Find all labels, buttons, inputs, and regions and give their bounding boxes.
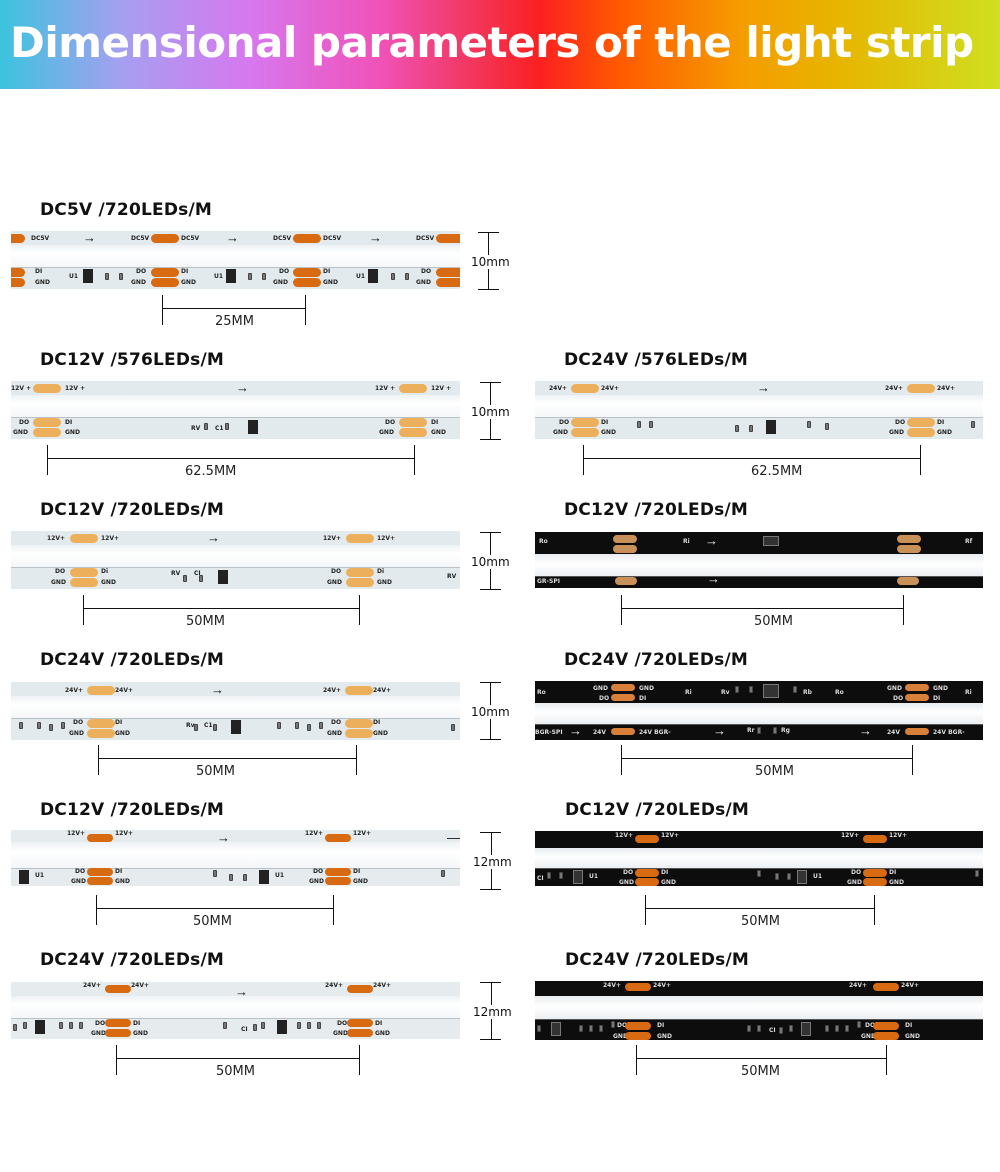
direction-arrow-icon: → bbox=[226, 231, 239, 245]
pitch-label: 50MM bbox=[754, 614, 793, 629]
direction-arrow-icon: → bbox=[705, 533, 718, 548]
width-label: 12mm bbox=[473, 855, 512, 869]
strip-diagram-dc5v-720: DC5V → DC5V DC5V → DC5V DC5V → DC5V DI G… bbox=[11, 231, 460, 289]
pitch-dimension-line bbox=[116, 1058, 359, 1059]
section-title-dc12v-576: DC12V /576LEDs/M bbox=[40, 350, 225, 370]
width-label: 10mm bbox=[471, 555, 510, 569]
pitch-dimension-line bbox=[621, 758, 912, 759]
strip-diagram-dc12v-720-black: Ro Ri → Rf GR-SPI → bbox=[535, 532, 983, 588]
section-title-dc24v-720: DC24V /720LEDs/M bbox=[40, 650, 225, 670]
width-label: 10mm bbox=[471, 405, 510, 419]
width-label: 12mm bbox=[473, 1005, 512, 1019]
direction-arrow-icon: → bbox=[217, 830, 230, 845]
direction-arrow-icon: → bbox=[707, 571, 720, 586]
direction-arrow-icon: → bbox=[235, 984, 248, 999]
section-title-dc24v-576: DC24V /576LEDs/M bbox=[564, 350, 749, 370]
pitch-dimension-line bbox=[83, 608, 359, 609]
pitch-label: 50MM bbox=[741, 1064, 780, 1079]
direction-arrow-icon: → bbox=[757, 381, 770, 395]
pitch-dimension-line bbox=[162, 308, 305, 309]
pitch-dimension-line bbox=[47, 458, 414, 459]
direction-arrow-icon: → bbox=[369, 231, 382, 245]
section-title-dc12v-720-black-12mm: DC12V /720LEDs/M bbox=[565, 800, 750, 820]
pitch-label: 50MM bbox=[216, 1064, 255, 1079]
pitch-label: 50MM bbox=[193, 914, 232, 929]
direction-arrow-icon: → bbox=[236, 381, 249, 395]
pitch-dimension-line bbox=[645, 908, 874, 909]
strip-diagram-dc24v-720-black: Ro GND GND DO DI Ri Rv Rb Ro GND GND DO … bbox=[535, 681, 983, 740]
strip-diagram-dc12v-576: 12V + 12V + → 12V + 12V + DO GND DI GND … bbox=[11, 381, 460, 439]
section-title-dc12v-720-12mm: DC12V /720LEDs/M bbox=[40, 800, 225, 820]
section-title-dc12v-720: DC12V /720LEDs/M bbox=[40, 500, 225, 520]
section-title-dc24v-720-black: DC24V /720LEDs/M bbox=[564, 650, 749, 670]
section-title-dc24v-720-12mm: DC24V /720LEDs/M bbox=[40, 950, 225, 970]
pitch-label: 50MM bbox=[186, 614, 225, 629]
section-title-dc24v-720-black-12mm: DC24V /720LEDs/M bbox=[565, 950, 750, 970]
strip-diagram-dc24v-720-white: 24V+ 24V+ → 24V+ 24V+ DO GND DI GND Rv C… bbox=[11, 682, 460, 740]
pitch-label: 62.5MM bbox=[185, 464, 237, 479]
direction-arrow-icon: → bbox=[207, 531, 220, 545]
pitch-label: 25MM bbox=[215, 314, 254, 329]
direction-arrow-icon: → bbox=[83, 231, 96, 245]
title-banner: Dimensional parameters of the light stri… bbox=[0, 0, 1000, 89]
pitch-label: 50MM bbox=[196, 764, 235, 779]
pitch-dimension-line bbox=[98, 758, 356, 759]
pitch-dimension-line bbox=[636, 1058, 886, 1059]
direction-arrow-icon: → bbox=[211, 682, 224, 697]
pitch-label: 62.5MM bbox=[751, 464, 803, 479]
direction-arrow-icon: → bbox=[569, 723, 582, 738]
width-label: 10mm bbox=[471, 705, 510, 719]
section-title-dc12v-720-black: DC12V /720LEDs/M bbox=[564, 500, 749, 520]
pitch-label: 50MM bbox=[741, 914, 780, 929]
strip-diagram-dc24v-720-black-12mm: 24V+ 24V+ 24V+ 24V+ DO GND DI GND CI DO … bbox=[535, 981, 983, 1040]
pitch-label: 50MM bbox=[755, 764, 794, 779]
width-label: 10mm bbox=[471, 255, 510, 269]
strip-diagram-dc12v-720-white-12mm: 12V+ 12V+ → 12V+ 12V+ — U1 DO GND DI GND… bbox=[11, 830, 460, 886]
strip-diagram-dc24v-576: 24V+ 24V+ → 24V+ 24V+ DO GND DI GND DO G… bbox=[535, 381, 983, 439]
pitch-dimension-line bbox=[621, 608, 903, 609]
strip-diagram-dc12v-720-black-12mm: 12V+ 12V+ 12V+ 12V+ CI U1 DO GND DI GND … bbox=[535, 831, 983, 886]
page-title: Dimensional parameters of the light stri… bbox=[10, 18, 974, 67]
strip-diagram-dc12v-720-white: 12V+ 12V+ → 12V+ 12V+ DO GND Di GND RV C… bbox=[11, 531, 460, 589]
strip-diagram-dc24v-720-white-12mm: 24V+ 24V+ → 24V+ 24V+ DO GND DI GND CI D… bbox=[11, 982, 460, 1039]
pitch-dimension-line bbox=[583, 458, 920, 459]
pitch-dimension-line bbox=[96, 908, 333, 909]
direction-arrow-icon: → bbox=[859, 723, 872, 738]
direction-arrow-icon: → bbox=[713, 723, 726, 738]
section-title-dc5v-720: DC5V /720LEDs/M bbox=[40, 200, 212, 220]
